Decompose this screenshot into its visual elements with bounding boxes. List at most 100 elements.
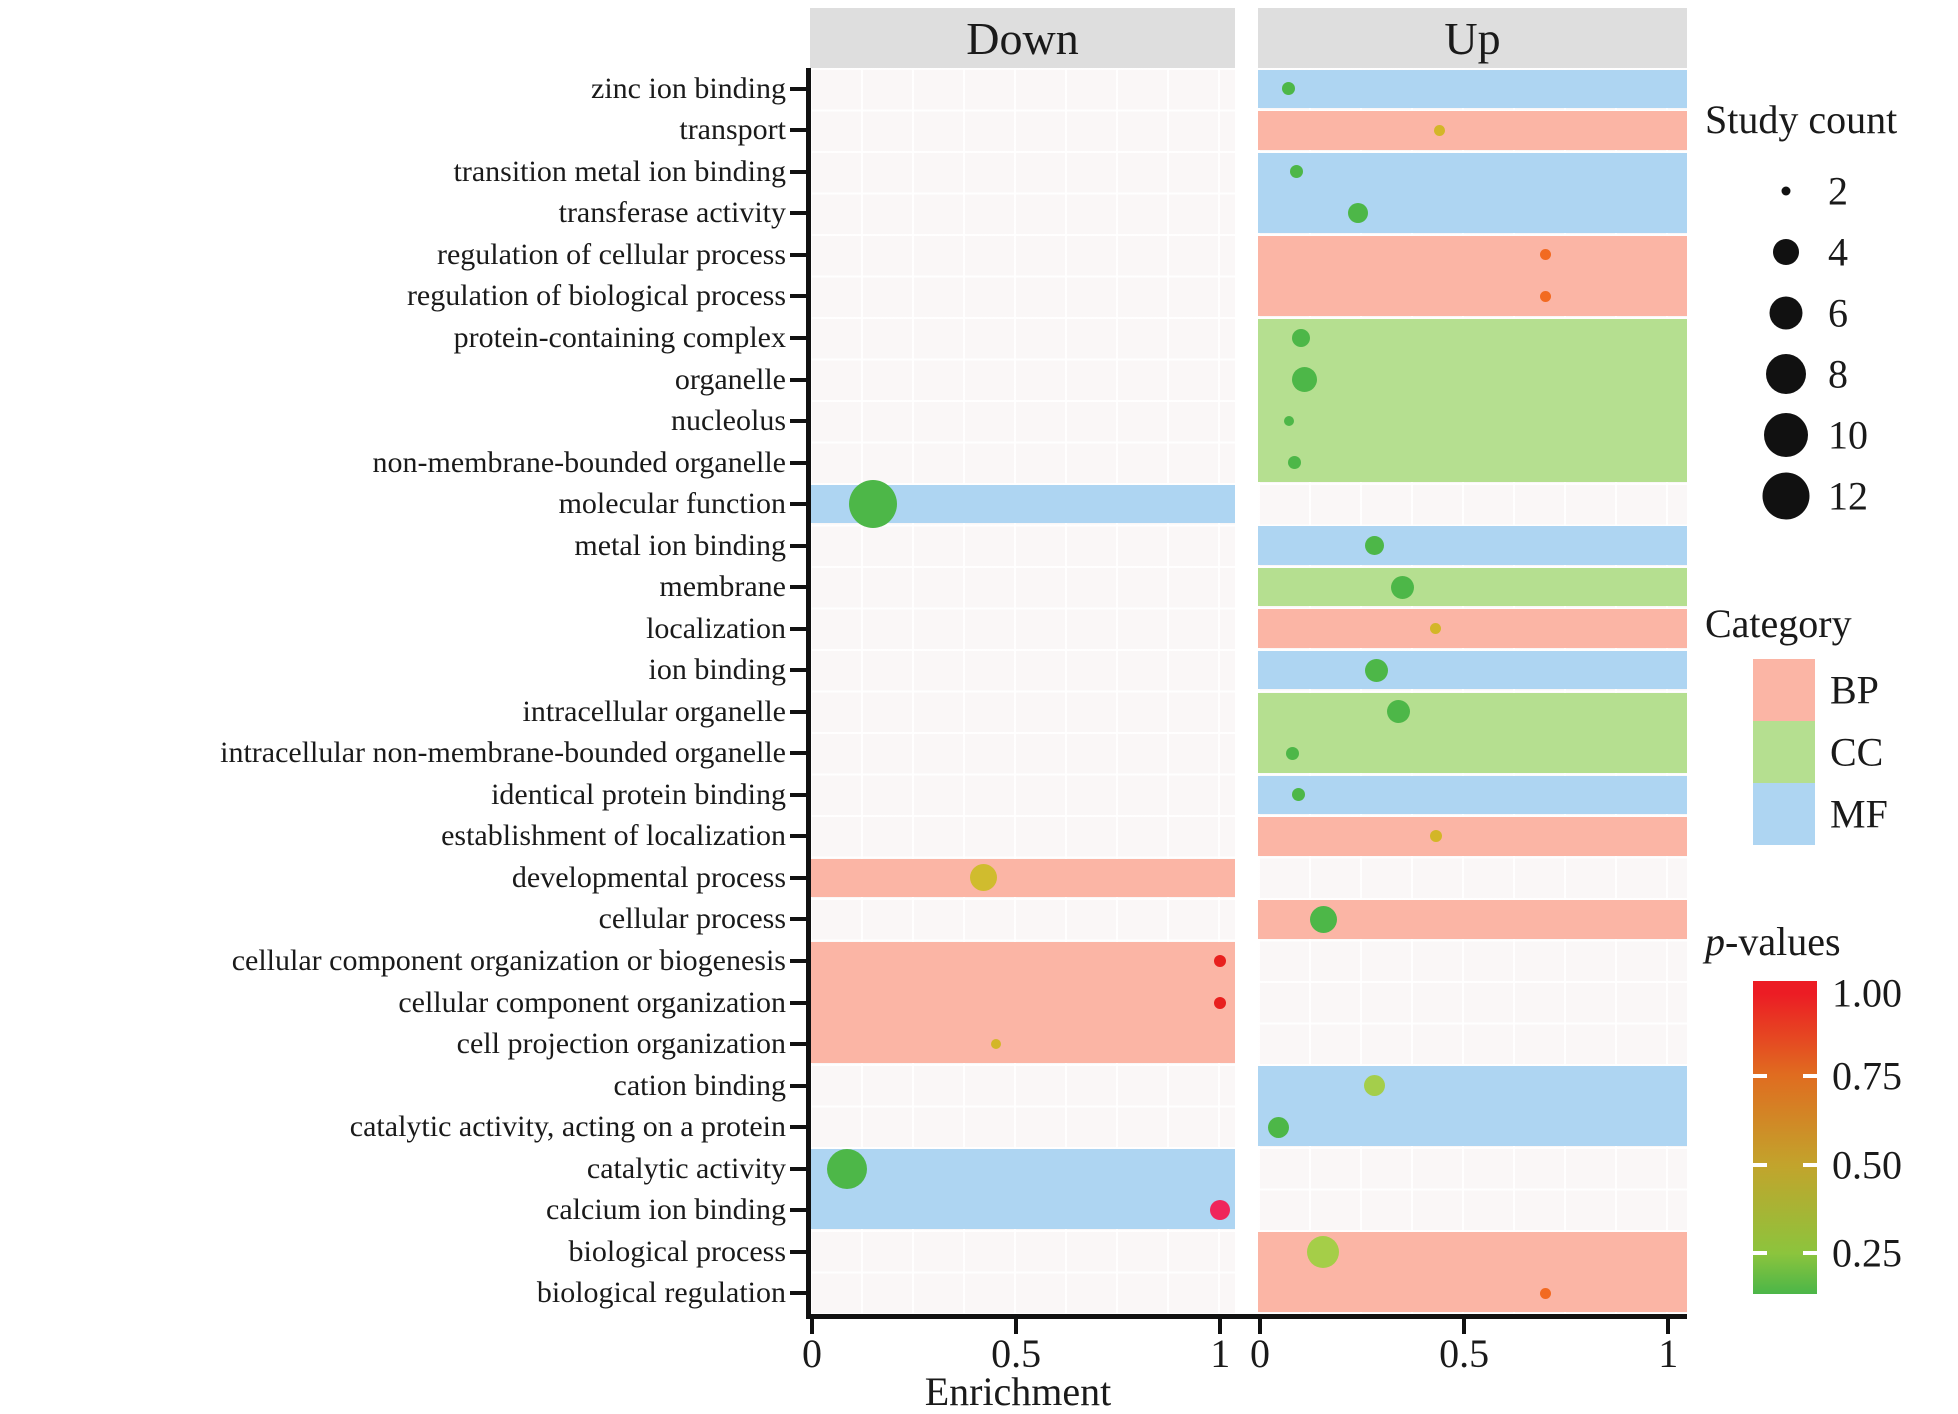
legend-size-label: 12 — [1828, 473, 1868, 519]
row-label: establishment of localization — [441, 819, 786, 853]
y-tick — [790, 543, 806, 548]
data-point — [1434, 124, 1446, 136]
y-tick — [790, 460, 806, 465]
y-tick — [790, 1166, 806, 1171]
row-label: metal ion binding — [574, 528, 786, 562]
row-label: biological process — [568, 1234, 786, 1268]
pvalue-tick — [1753, 1251, 1767, 1255]
legend-size-label: 4 — [1828, 229, 1848, 275]
x-tick-label: 0.5 — [1439, 1331, 1490, 1376]
data-point — [1540, 1287, 1552, 1299]
data-point — [1387, 700, 1411, 724]
legend-size-label: 10 — [1828, 412, 1868, 458]
x-tick-label: 0 — [1250, 1331, 1270, 1376]
row-label: transferase activity — [558, 196, 786, 230]
row-label: ion binding — [648, 653, 786, 687]
row-label: regulation of biological process — [406, 279, 786, 313]
category-band — [1258, 111, 1687, 150]
panel-header-up: Up — [1258, 8, 1687, 68]
category-band — [1258, 692, 1687, 773]
data-point — [1391, 575, 1415, 599]
y-tick — [790, 917, 806, 922]
y-tick — [790, 377, 806, 382]
y-tick — [790, 86, 806, 91]
data-point — [1430, 623, 1442, 635]
data-point — [1364, 536, 1384, 556]
x-tick — [1218, 1319, 1223, 1334]
y-tick — [790, 502, 806, 507]
category-band — [1258, 817, 1687, 856]
row-label: developmental process — [511, 860, 786, 894]
y-tick — [790, 1249, 806, 1254]
data-point — [1292, 367, 1318, 392]
row-label: cation binding — [613, 1068, 786, 1102]
legend-size-dot — [1764, 413, 1808, 457]
row-label: cellular process — [598, 902, 786, 936]
category-band — [810, 1149, 1235, 1230]
x-tick-label: 1 — [1210, 1331, 1231, 1376]
category-band — [810, 858, 1235, 898]
y-tick — [790, 834, 806, 839]
row-label: transition metal ion binding — [453, 154, 786, 188]
y-tick — [790, 792, 806, 797]
row-label: cell projection organization — [456, 1027, 786, 1061]
row-label: molecular function — [558, 487, 786, 521]
data-point — [1540, 249, 1552, 261]
legend-pvalues: p-values 1.00 0.75 0.50 0.25 — [1700, 918, 1958, 1318]
y-tick — [790, 875, 806, 880]
x-axis-title: Enrichment — [924, 1369, 1112, 1414]
x-tick — [1014, 1319, 1019, 1334]
y-tick — [790, 335, 806, 340]
row-label: catalytic activity, acting on a protein — [349, 1110, 786, 1144]
y-tick — [790, 211, 806, 216]
pvalue-tick — [1803, 1163, 1817, 1167]
y-tick — [790, 252, 806, 257]
panel-header-down: Down — [810, 8, 1235, 68]
legend-category-swatch — [1753, 783, 1815, 845]
pvalue-tick — [1753, 1163, 1767, 1167]
data-point — [1363, 1075, 1385, 1097]
panel-down — [810, 68, 1235, 1314]
y-tick — [790, 751, 806, 756]
data-point — [1286, 746, 1300, 760]
row-label: localization — [646, 611, 786, 645]
legend-category-swatch — [1753, 659, 1815, 721]
y-tick — [790, 1125, 806, 1130]
legend-size-dot — [1781, 186, 1791, 196]
pvalue-tick-label: 1.00 — [1832, 970, 1902, 1016]
data-point — [849, 480, 898, 529]
x-tick-label: 0 — [802, 1331, 822, 1376]
row-label: cellular component organization or bioge… — [231, 943, 786, 977]
y-tick — [790, 668, 806, 673]
row-label: nucleolus — [671, 404, 786, 438]
legend-category-title: Category — [1705, 601, 1852, 646]
row-label: regulation of cellular process — [436, 237, 786, 271]
y-tick — [790, 128, 806, 133]
pvalue-gradient-bar — [1753, 981, 1817, 1294]
data-point — [969, 864, 997, 892]
pvalue-tick — [1803, 1251, 1817, 1255]
data-point — [1292, 788, 1306, 802]
pvalue-tick-label: 0.75 — [1832, 1053, 1902, 1099]
y-tick — [790, 1042, 806, 1047]
data-point — [1210, 1200, 1231, 1221]
row-label: transport — [679, 113, 786, 147]
legend-pvalues-title: p-values — [1705, 919, 1841, 964]
data-point — [1290, 165, 1304, 179]
category-band — [1258, 526, 1687, 565]
category-band — [1258, 650, 1687, 690]
row-label: protein-containing complex — [453, 320, 786, 354]
legend-size-label: 2 — [1828, 168, 1848, 214]
pvalue-tick-label: 0.25 — [1832, 1230, 1902, 1276]
y-axis-line — [806, 68, 811, 1319]
data-point — [1214, 996, 1227, 1009]
row-label: cellular component organization — [398, 985, 786, 1019]
category-band — [1258, 69, 1687, 109]
legend-size-dot — [1766, 354, 1806, 394]
y-tick — [790, 1000, 806, 1005]
data-point — [1214, 954, 1227, 967]
panel-header-down-label: Down — [966, 12, 1079, 64]
y-tick — [790, 294, 806, 299]
row-label: membrane — [659, 570, 786, 604]
